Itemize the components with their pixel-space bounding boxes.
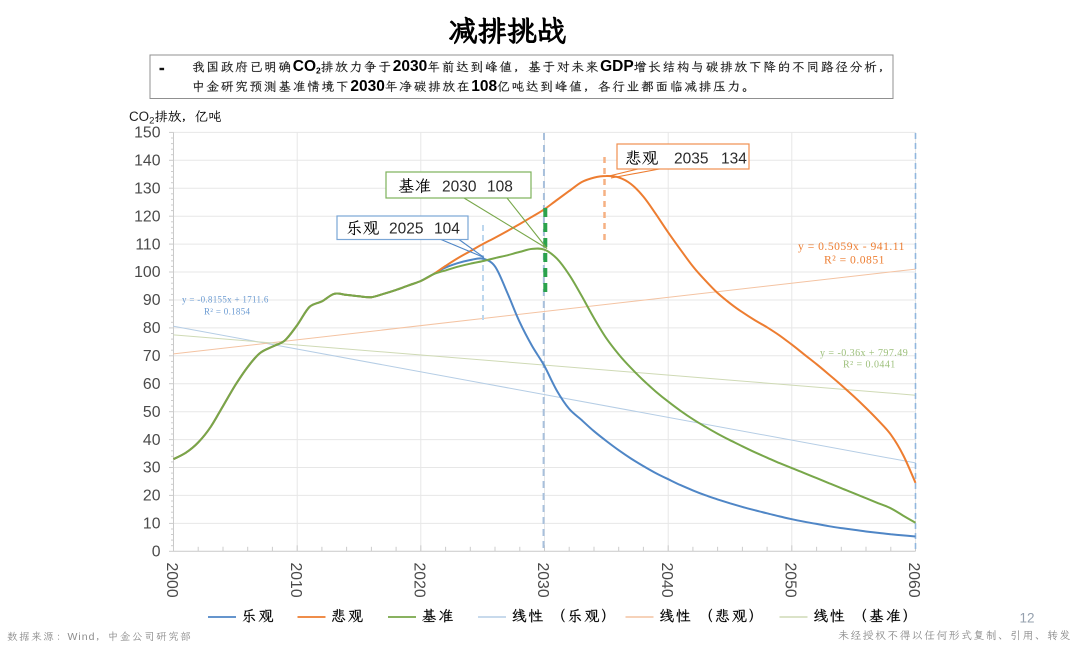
svg-text:60: 60 — [143, 376, 161, 393]
svg-text:0: 0 — [152, 544, 161, 561]
svg-text:GDP: GDP — [600, 58, 634, 75]
svg-text:2025: 2025 — [389, 221, 423, 238]
svg-text:2: 2 — [149, 116, 154, 127]
svg-text:y = 0.5059x - 941.11: y = 0.5059x - 941.11 — [798, 240, 905, 253]
svg-text:150: 150 — [134, 125, 161, 142]
svg-text:2060: 2060 — [905, 563, 922, 598]
svg-text:R² = 0.0851: R² = 0.0851 — [824, 254, 885, 267]
svg-text:140: 140 — [134, 153, 161, 170]
svg-text:70: 70 — [143, 348, 161, 365]
svg-text:100: 100 — [134, 264, 161, 281]
svg-text:2035: 2035 — [674, 151, 708, 168]
svg-text:130: 130 — [134, 180, 161, 197]
svg-text:Wind: Wind — [68, 631, 96, 643]
svg-text:20: 20 — [143, 488, 161, 505]
svg-text:2010: 2010 — [287, 563, 304, 598]
svg-text:2030: 2030 — [534, 563, 551, 598]
svg-text:y = -0.36x + 797.49: y = -0.36x + 797.49 — [820, 348, 908, 359]
svg-text:120: 120 — [134, 208, 161, 225]
svg-text:50: 50 — [143, 404, 161, 421]
svg-text:108: 108 — [487, 179, 513, 196]
svg-text:110: 110 — [135, 236, 160, 253]
svg-text:R² = 0.1854: R² = 0.1854 — [204, 307, 251, 317]
svg-text:80: 80 — [143, 320, 161, 337]
svg-text:12: 12 — [1020, 611, 1035, 626]
svg-text:2000: 2000 — [163, 563, 180, 598]
svg-text:2030: 2030 — [393, 58, 427, 75]
svg-text:2050: 2050 — [782, 563, 799, 598]
svg-text:10: 10 — [143, 516, 161, 533]
svg-text:y = -0.8155x + 1711.6: y = -0.8155x + 1711.6 — [182, 295, 269, 305]
svg-text:CO: CO — [129, 109, 149, 124]
svg-text:40: 40 — [143, 432, 161, 449]
svg-text:134: 134 — [721, 151, 747, 168]
svg-text:108: 108 — [471, 78, 497, 95]
svg-text:2030: 2030 — [350, 78, 384, 95]
svg-text:2020: 2020 — [411, 563, 428, 598]
svg-text:2040: 2040 — [658, 563, 675, 598]
svg-text:30: 30 — [143, 460, 161, 477]
svg-text:R² = 0.0441: R² = 0.0441 — [843, 360, 896, 371]
svg-text:2030: 2030 — [442, 179, 477, 196]
svg-text:2: 2 — [316, 65, 321, 75]
svg-text:90: 90 — [143, 292, 161, 309]
svg-text:CO: CO — [293, 58, 316, 75]
svg-text:104: 104 — [434, 221, 460, 238]
